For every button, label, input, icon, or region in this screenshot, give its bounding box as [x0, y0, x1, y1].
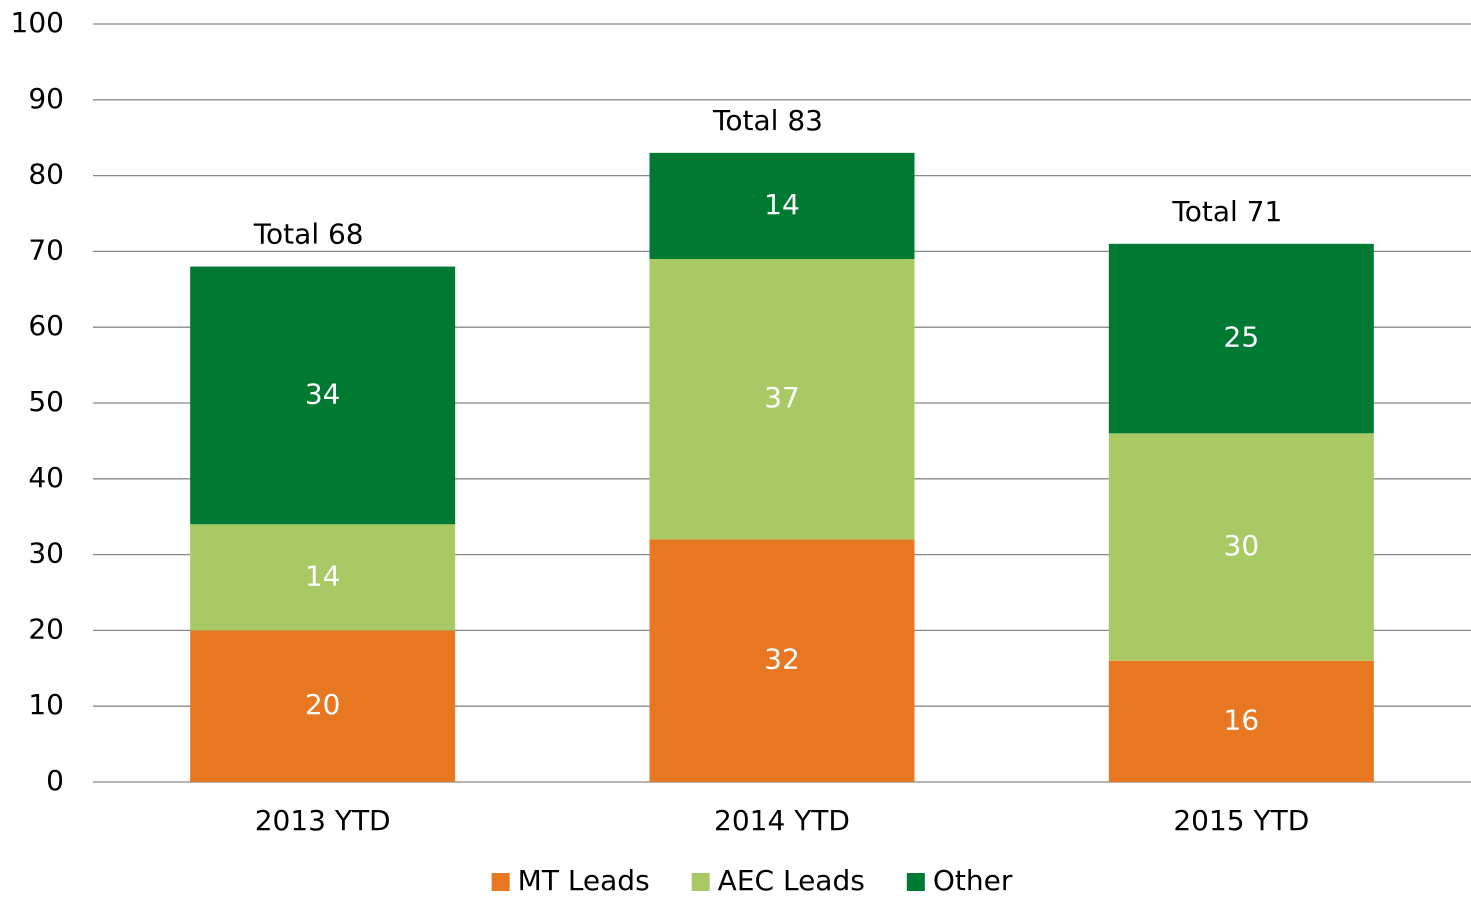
y-tick-label: 100 — [11, 6, 64, 39]
y-tick-label: 0 — [46, 764, 64, 797]
bar-segment — [190, 524, 456, 631]
y-tick-label: 50 — [28, 385, 64, 418]
y-tick-label: 80 — [28, 158, 64, 191]
legend-swatch — [491, 873, 510, 891]
data-label: 30 — [1224, 529, 1260, 562]
data-label: 25 — [1224, 321, 1260, 354]
legend-label: Other — [933, 864, 1013, 897]
x-tick-label: 2015 YTD — [1173, 804, 1309, 837]
data-label: 14 — [305, 559, 341, 592]
data-label: 32 — [764, 643, 800, 676]
x-tick-label: 2013 YTD — [255, 804, 391, 837]
data-label: 20 — [305, 688, 341, 721]
y-tick-label: 10 — [28, 688, 64, 721]
data-label: 16 — [1224, 703, 1260, 736]
bar-segment — [649, 539, 915, 782]
legend-label: MT Leads — [518, 864, 650, 897]
bar-segment — [190, 630, 456, 782]
bar-segment — [1108, 243, 1374, 434]
legend-label: AEC Leads — [718, 864, 865, 897]
bar-segment — [1108, 433, 1374, 661]
y-tick-label: 40 — [28, 461, 64, 494]
bar-segment — [649, 258, 915, 540]
y-tick-label: 90 — [28, 82, 64, 115]
total-label: Total 68 — [253, 218, 364, 251]
y-tick-label: 30 — [28, 537, 64, 570]
total-label: Total 71 — [1171, 195, 1282, 228]
bar-segment — [190, 266, 456, 525]
bar-segment — [1108, 660, 1374, 782]
y-tick-label: 20 — [28, 612, 64, 645]
y-tick-label: 70 — [28, 233, 64, 266]
data-label: 14 — [764, 188, 800, 221]
y-tick-label: 60 — [28, 309, 64, 342]
legend-swatch — [906, 873, 925, 891]
data-label: 37 — [764, 381, 800, 414]
data-label: 34 — [305, 377, 341, 410]
legend-swatch — [691, 873, 710, 891]
x-tick-label: 2014 YTD — [714, 804, 850, 837]
bar-segment — [649, 152, 915, 259]
total-label: Total 83 — [712, 104, 823, 137]
